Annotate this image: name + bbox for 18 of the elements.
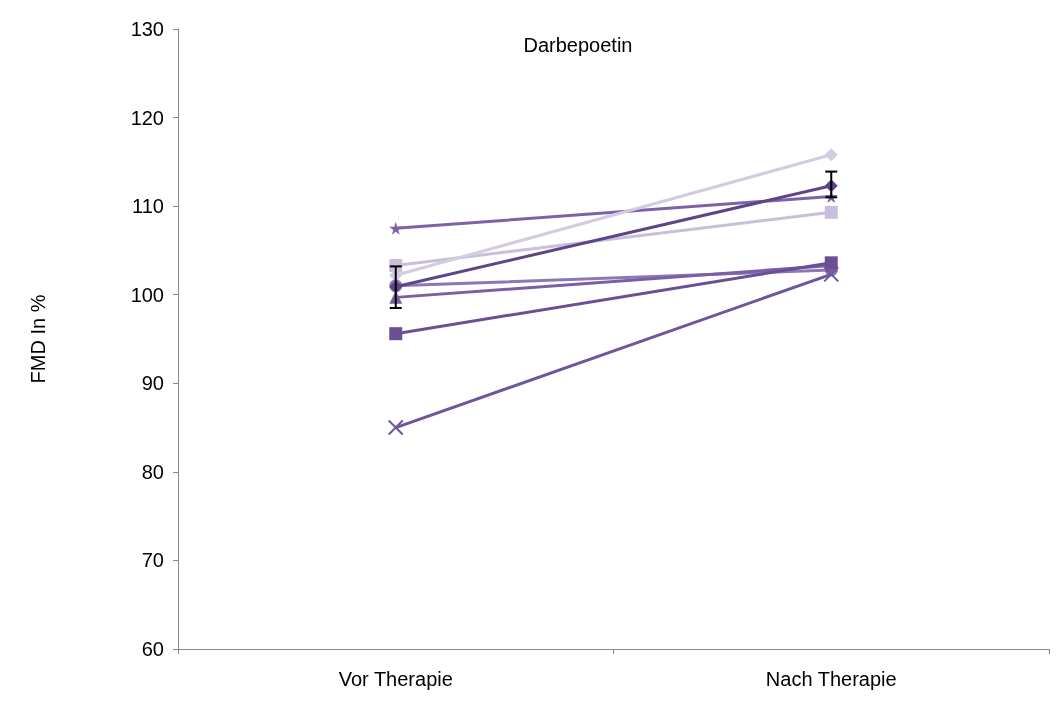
y-tick-label: 70 xyxy=(141,549,164,572)
y-tick-label: 100 xyxy=(130,283,164,306)
point xyxy=(387,419,404,436)
y-tick-label: 60 xyxy=(141,638,164,660)
point xyxy=(824,205,838,219)
y-tick-label: 120 xyxy=(130,106,164,129)
point xyxy=(389,221,403,235)
y-tick-label: 110 xyxy=(132,195,164,218)
x-tick-label: Vor Therapie xyxy=(338,668,453,690)
point xyxy=(823,266,840,283)
chart-title: Darbepoetin xyxy=(523,34,633,56)
y-tick-label: 130 xyxy=(130,18,164,40)
y-tick-label: 90 xyxy=(141,372,164,395)
x-tick-label: Nach Therapie xyxy=(765,668,897,690)
point xyxy=(389,327,403,341)
y-axis-title: FMD In % xyxy=(27,294,49,384)
y-tick-label: 80 xyxy=(141,460,164,483)
point xyxy=(824,148,838,162)
